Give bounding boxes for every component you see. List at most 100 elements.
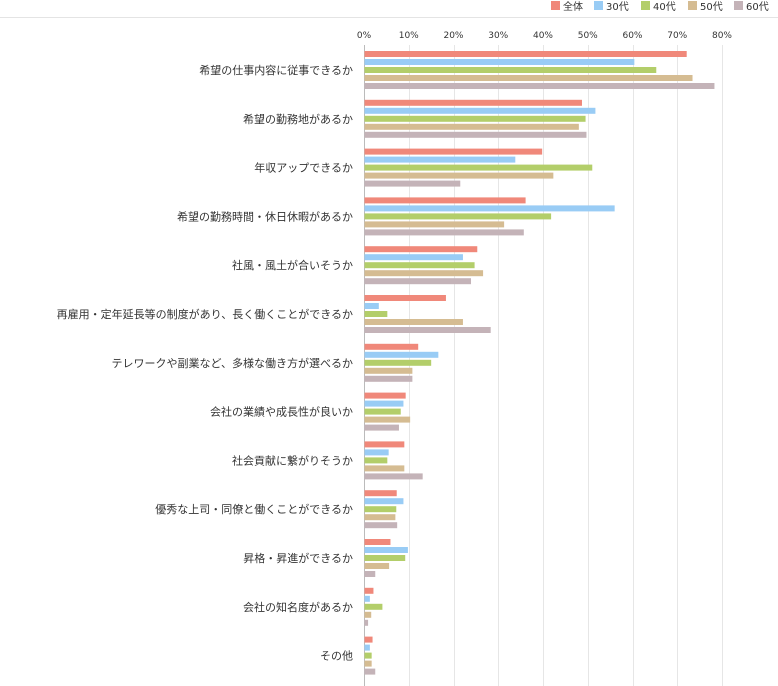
legend-label: 全体 xyxy=(563,0,583,13)
bar xyxy=(364,51,687,57)
bar xyxy=(364,619,369,626)
category-label: 社会貢献に繋がりそうか xyxy=(232,453,353,467)
category-label: 年収アップできるか xyxy=(254,161,353,175)
bar xyxy=(364,221,505,228)
bar xyxy=(364,343,419,350)
bar xyxy=(364,571,376,577)
bar xyxy=(364,83,715,89)
bar xyxy=(364,180,461,187)
bar xyxy=(364,465,405,472)
category-label: 会社の業績や成長性が良いか xyxy=(210,405,353,419)
bar xyxy=(364,131,587,138)
legend-label: 50代 xyxy=(700,1,723,13)
category-label: 社風・風土が合いそうか xyxy=(232,258,353,272)
bar xyxy=(364,424,399,431)
bar xyxy=(364,295,446,301)
category-label: 希望の勤務地があるか xyxy=(243,112,353,126)
bar xyxy=(364,59,635,65)
bar xyxy=(364,148,543,155)
x-tick-label: 60% xyxy=(622,31,642,41)
bar xyxy=(364,473,423,480)
bar xyxy=(364,115,586,122)
bar xyxy=(364,457,388,464)
bar xyxy=(364,490,397,497)
bar xyxy=(364,156,516,163)
bar xyxy=(364,636,373,643)
legend-swatch xyxy=(594,1,603,10)
bar xyxy=(364,351,439,358)
bar xyxy=(364,555,406,561)
tick-label-layer: 0% 10% 20% 30% 40% 50% 60% 70% 80% xyxy=(357,31,733,41)
bar xyxy=(364,416,411,423)
bar xyxy=(364,547,408,553)
bar xyxy=(364,246,478,253)
bar xyxy=(364,303,379,309)
bar xyxy=(364,375,413,382)
bar xyxy=(364,522,398,529)
bar xyxy=(364,67,657,73)
legend-label: 30代 xyxy=(606,1,629,13)
x-tick-label: 0% xyxy=(357,31,372,41)
legend-item: 50代 xyxy=(688,1,723,13)
bar xyxy=(364,99,582,106)
legend-item: 30代 xyxy=(594,1,629,13)
bar xyxy=(364,319,463,325)
bar xyxy=(364,107,596,114)
bar xyxy=(364,164,593,171)
bar xyxy=(364,197,526,204)
category-label: 会社の知名度があるか xyxy=(243,600,353,614)
x-tick-label: 40% xyxy=(533,31,553,41)
bar xyxy=(364,449,389,456)
legend-label: 40代 xyxy=(653,1,676,13)
x-tick-label: 80% xyxy=(712,31,732,41)
x-tick-label: 10% xyxy=(399,31,419,41)
bar-layer xyxy=(364,51,715,675)
bar xyxy=(364,75,693,81)
bar xyxy=(364,408,401,415)
bar xyxy=(364,205,615,212)
x-tick-label: 20% xyxy=(443,31,463,41)
bar xyxy=(364,539,391,545)
bar xyxy=(364,668,376,675)
bar xyxy=(364,229,524,236)
bar xyxy=(364,441,405,448)
bar xyxy=(364,644,370,651)
category-label: 希望の勤務時間・休日休暇があるか xyxy=(177,209,353,223)
bar xyxy=(364,392,406,399)
bar xyxy=(364,172,554,179)
bar xyxy=(364,563,390,569)
legend-swatch xyxy=(688,1,697,10)
bar xyxy=(364,498,404,505)
x-tick-label: 50% xyxy=(578,31,598,41)
legend-item: 40代 xyxy=(641,1,676,13)
x-tick-label: 30% xyxy=(488,31,508,41)
legend-swatch xyxy=(734,1,743,10)
legend: 全体 30代 40代 50代 60代 xyxy=(551,0,769,13)
legend-swatch xyxy=(641,1,650,10)
bar xyxy=(364,652,372,659)
category-label-layer: 希望の仕事内容に従事できるか希望の勤務地があるか年収アップできるか希望の勤務時間… xyxy=(57,63,353,663)
category-label: テレワークや副業など、多様な働き方が選べるか xyxy=(112,356,353,370)
bar xyxy=(364,514,396,521)
bar xyxy=(364,660,372,667)
bar xyxy=(364,213,552,220)
category-label: 昇格・昇進ができるか xyxy=(243,551,353,565)
x-tick-label: 70% xyxy=(667,31,687,41)
bar xyxy=(364,595,370,602)
bar xyxy=(364,603,383,610)
category-label: 再雇用・定年延長等の制度があり、長く働くことができるか xyxy=(57,307,353,321)
legend-label: 60代 xyxy=(746,1,769,13)
legend-item: 60代 xyxy=(734,1,769,13)
bar xyxy=(364,367,413,374)
bar xyxy=(364,359,432,366)
bar xyxy=(364,270,484,277)
bar xyxy=(364,327,491,333)
bar xyxy=(364,123,579,130)
category-label: 希望の仕事内容に従事できるか xyxy=(199,63,353,77)
bar xyxy=(364,587,374,594)
bar xyxy=(364,278,472,285)
bar xyxy=(364,400,404,407)
category-label: 優秀な上司・同僚と働くことができるか xyxy=(155,502,353,516)
